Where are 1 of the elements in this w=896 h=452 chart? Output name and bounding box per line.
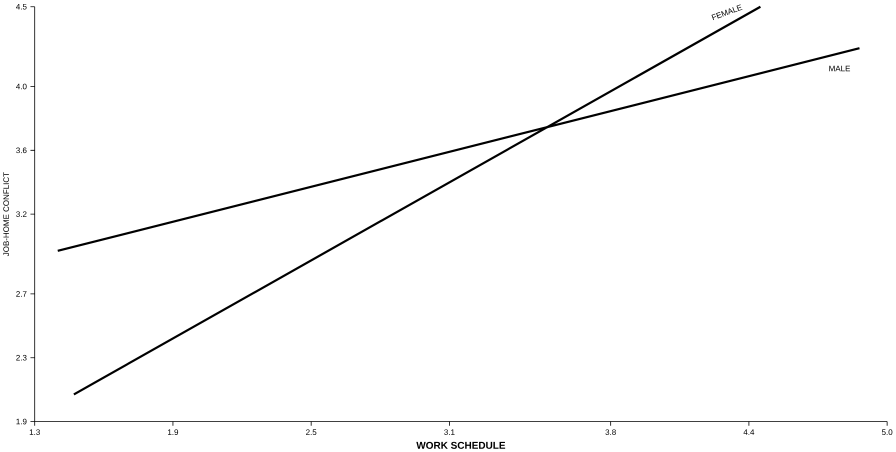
x-axis-title: WORK SCHEDULE: [416, 442, 506, 449]
